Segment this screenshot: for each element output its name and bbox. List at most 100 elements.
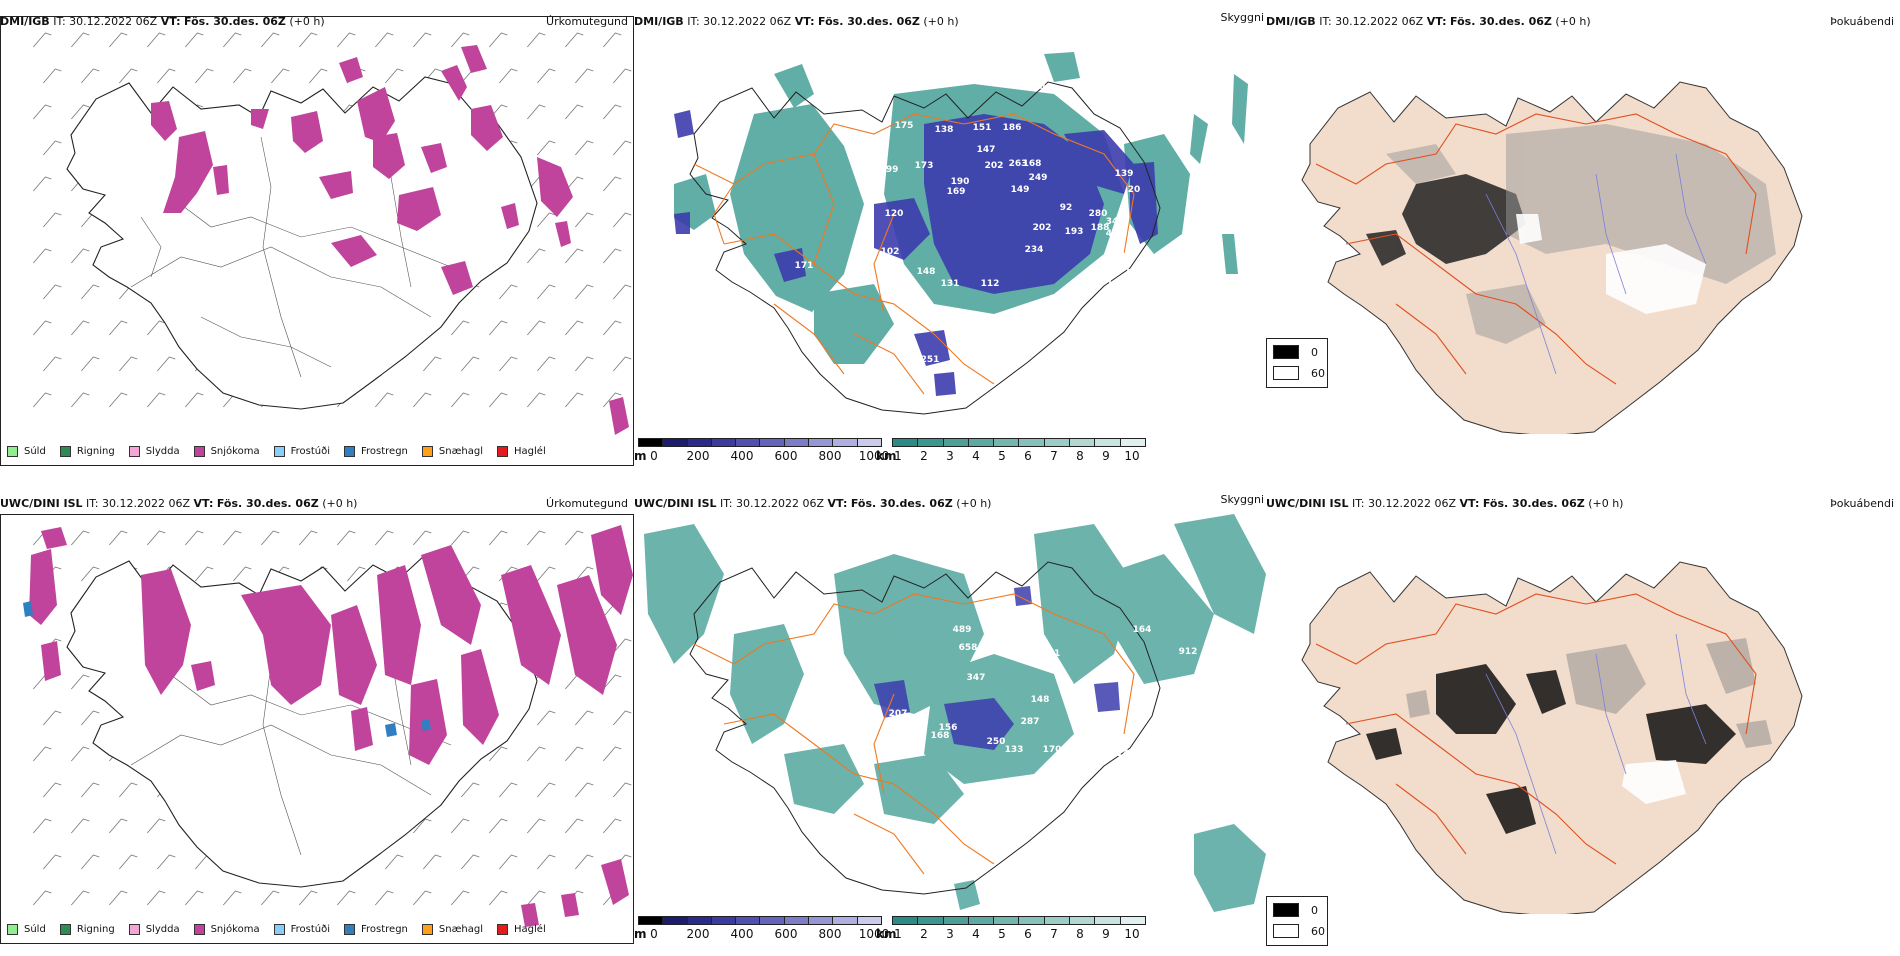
colorbar-tick: 1 — [894, 927, 902, 941]
wind-barb — [565, 320, 584, 336]
colorbar-tick: 6 — [1024, 927, 1032, 941]
colorbar-segment — [784, 439, 810, 446]
run-time: 30.12.2022 06Z — [69, 15, 158, 28]
precip-type-legend: Súld Rigning Slydda Snjókoma Frostúði Frostre… — [7, 443, 560, 459]
wind-barb — [337, 32, 356, 48]
wind-barb — [195, 68, 214, 84]
wind-barb — [575, 566, 594, 582]
wind-barb — [527, 746, 546, 762]
precip-map[interactable]: Súld Rigning Slydda Snjókoma Frostúði Frostre… — [0, 514, 634, 944]
colorbar-segment — [784, 917, 810, 924]
cloud-base-label: 148 — [1031, 695, 1050, 705]
wind-barb — [43, 212, 62, 228]
colorbar-tick: 2 — [920, 449, 928, 463]
cloud-base-label: 249 — [1029, 173, 1048, 183]
cloud-map-svg: 231 175 138 151 186 47 168 147 199 173 202 263 190 24… — [674, 52, 1248, 415]
wind-barb — [613, 710, 632, 726]
cloud-base-label: 40 — [1106, 229, 1119, 239]
legend-swatch — [7, 445, 18, 457]
run-time: 30.12.2022 06Z — [1368, 497, 1457, 510]
fog-index-legend: 0 60 — [1266, 896, 1328, 946]
wind-barb — [385, 854, 404, 870]
cloud-base-label: 91 — [1048, 649, 1061, 659]
wind-barb — [613, 284, 632, 300]
fog-map-svg — [1301, 561, 1803, 914]
wind-barb — [299, 32, 318, 48]
wind-barb — [603, 818, 622, 834]
fog-grey-areas — [1386, 124, 1776, 344]
wind-barb — [537, 212, 556, 228]
wind-barb — [499, 356, 518, 372]
wind-barb — [299, 530, 318, 546]
model-name: UWC/DINI ISL — [0, 497, 83, 510]
panel-title: Skyggni — [1220, 11, 1264, 24]
wind-barb — [71, 818, 90, 834]
colorbar-segment — [968, 439, 995, 446]
wind-barb — [223, 530, 242, 546]
fog-clear-areas — [1516, 214, 1706, 314]
wind-barb — [71, 890, 90, 906]
cloud-base-label: 47 — [1040, 83, 1053, 93]
colorbar-segment — [1044, 917, 1071, 924]
wind-barb — [81, 854, 100, 870]
cloud-base-label: 149 — [1011, 185, 1030, 195]
wind-barb — [423, 854, 442, 870]
wind-barb — [109, 320, 128, 336]
fog-dark-areas — [1366, 664, 1736, 834]
colorbar-tick: 400 — [730, 927, 754, 941]
legend-label: Snæhagl — [438, 445, 484, 457]
wind-barb — [489, 32, 508, 48]
cloud-base-label: 148 — [917, 267, 936, 277]
cloud-map[interactable]: 489 658 347 91 164 912 207 240 168 156 287 148 250 13… — [634, 514, 1266, 914]
wind-barb — [33, 746, 52, 762]
wind-barb — [119, 782, 138, 798]
wind-barb — [109, 530, 128, 546]
panel-title: Þokuábendi — [1830, 497, 1894, 510]
run-label: IT: — [687, 15, 700, 28]
wind-barb — [337, 890, 356, 906]
fog-map-svg — [1301, 81, 1803, 434]
colorbar-segment — [736, 439, 761, 446]
colorbar-segment — [968, 917, 995, 924]
wind-barb — [603, 746, 622, 762]
wind-barb — [413, 392, 432, 408]
precip-map[interactable]: Súld Rigning Slydda Snjókoma Frostúði Frostre… — [0, 16, 634, 466]
colorbar-segment — [639, 439, 664, 446]
wind-barb — [43, 284, 62, 300]
wind-barb — [81, 710, 100, 726]
wind-barb — [81, 566, 100, 582]
wind-barb — [33, 320, 52, 336]
cloud-base-label: 489 — [953, 625, 972, 635]
cloud-labels: 231 175 138 151 186 47 168 147 199 173 202 263 190 24… — [675, 75, 1144, 407]
legend-label: Slydda — [145, 445, 180, 457]
wind-barb — [489, 746, 508, 762]
legend-label: Frostúði — [290, 445, 330, 457]
fog-map[interactable] — [1266, 514, 1900, 914]
colorbar-segment — [760, 917, 785, 924]
wind-barb — [71, 530, 90, 546]
cloud-map[interactable]: 231 175 138 151 186 47 168 147 199 173 202 263 190 24… — [634, 34, 1266, 434]
wind-barb — [489, 320, 508, 336]
wind-barb — [537, 854, 556, 870]
colorbar-tick: 1000 — [858, 927, 890, 941]
panel-title: Skyggni — [1220, 493, 1264, 506]
legend-item: Frostúði — [273, 923, 330, 935]
fog-map[interactable] — [1266, 34, 1900, 434]
cloud-base-label: 131 — [941, 279, 960, 289]
wind-barb — [233, 566, 252, 582]
roads — [1315, 593, 1757, 865]
colorbar-tick: 600 — [774, 927, 798, 941]
wind-barb — [423, 356, 442, 372]
iceland-land — [1301, 561, 1803, 914]
wind-barb — [451, 818, 470, 834]
lead-time: (+0 h) — [322, 497, 358, 510]
colorbar-segment — [893, 439, 919, 446]
wind-barb — [147, 890, 166, 906]
wind-barb — [71, 392, 90, 408]
wind-barb — [233, 68, 252, 84]
freezing-rain-areas — [23, 601, 431, 737]
wind-barb — [109, 890, 128, 906]
panel-header: DMI/IGB IT: 30.12.2022 06Z VT: Fös. 30.d… — [0, 14, 325, 30]
run-label: IT: — [86, 497, 99, 510]
